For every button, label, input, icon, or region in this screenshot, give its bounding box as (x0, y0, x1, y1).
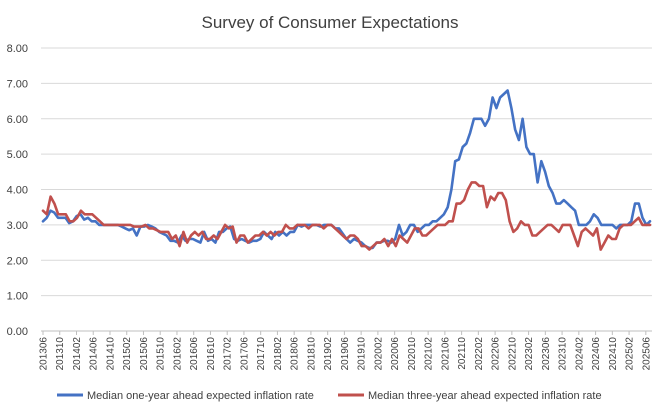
x-tick-label: 201406 (89, 337, 100, 371)
y-tick-label: 8.00 (7, 43, 28, 55)
chart-title: Survey of Consumer Expectations (201, 13, 458, 32)
x-tick-label: 201802 (273, 337, 284, 371)
x-tick-label: 202002 (373, 337, 384, 371)
x-tick-label: 201410 (105, 337, 116, 371)
x-tick-label: 201310 (55, 337, 66, 371)
series-line-three-year (41, 181, 652, 251)
series-lines (41, 89, 652, 251)
x-tick-label: 202210 (507, 337, 518, 371)
x-tick-label: 201710 (256, 337, 267, 371)
x-tick-label: 201706 (239, 337, 250, 371)
x-tick-label: 202410 (608, 337, 619, 371)
y-tick-label: 3.00 (7, 220, 28, 232)
x-tick-label: 202310 (558, 337, 569, 371)
x-tick-label: 201906 (340, 337, 351, 371)
x-tick-label: 201606 (189, 337, 200, 371)
x-tick-label: 202106 (440, 337, 451, 371)
y-tick-label: 0.00 (7, 326, 28, 338)
x-tick-label: 201902 (323, 337, 334, 371)
y-axis-ticks: 0.00 1.00 2.00 3.00 4.00 5.00 6.00 7.00 8.00 (7, 43, 28, 338)
x-tick-label: 201510 (156, 337, 167, 371)
legend: Median one-year ahead expected inflation… (57, 390, 602, 402)
x-tick-label: 201610 (206, 337, 217, 371)
x-tick-label: 202006 (390, 337, 401, 371)
x-tick-label: 202110 (457, 337, 468, 370)
y-tick-label: 5.00 (7, 149, 28, 161)
x-tick-label: 202306 (541, 337, 552, 371)
x-tick-label: 202502 (625, 337, 636, 371)
series-line-one-year (41, 89, 652, 250)
x-tick-label: 201502 (122, 337, 133, 371)
x-tick-label: 202506 (641, 337, 652, 371)
legend-label-three-year: Median three-year ahead expected inflati… (368, 390, 602, 402)
y-tick-label: 6.00 (7, 114, 28, 126)
x-tick-label: 201506 (139, 337, 150, 371)
y-tick-label: 1.00 (7, 291, 28, 303)
legend-label-one-year: Median one-year ahead expected inflation… (87, 390, 314, 402)
x-tick-label: 201910 (357, 337, 368, 371)
x-tick-label: 202402 (574, 337, 585, 371)
x-tick-label: 202102 (424, 337, 435, 371)
x-tick-label: 201806 (290, 337, 301, 371)
x-tick-label: 201402 (72, 337, 83, 371)
y-tick-label: 4.00 (7, 185, 28, 197)
gridlines (41, 47, 652, 332)
x-tick-label: 201702 (223, 337, 234, 371)
x-tick-label: 201810 (306, 337, 317, 371)
x-tick-label: 202206 (491, 337, 502, 371)
x-tick-label: 202406 (591, 337, 602, 371)
x-tick-label: 201306 (39, 337, 50, 371)
x-tick-label: 202010 (407, 337, 418, 371)
x-tick-label: 202302 (524, 337, 535, 371)
x-tick-label: 202202 (474, 337, 485, 371)
x-tick-label: 201602 (172, 337, 183, 371)
y-tick-label: 2.00 (7, 255, 28, 267)
x-axis-ticks: 201306 201310 201402 201406 201410 201502 2015… (39, 331, 652, 371)
y-tick-label: 7.00 (7, 78, 28, 90)
